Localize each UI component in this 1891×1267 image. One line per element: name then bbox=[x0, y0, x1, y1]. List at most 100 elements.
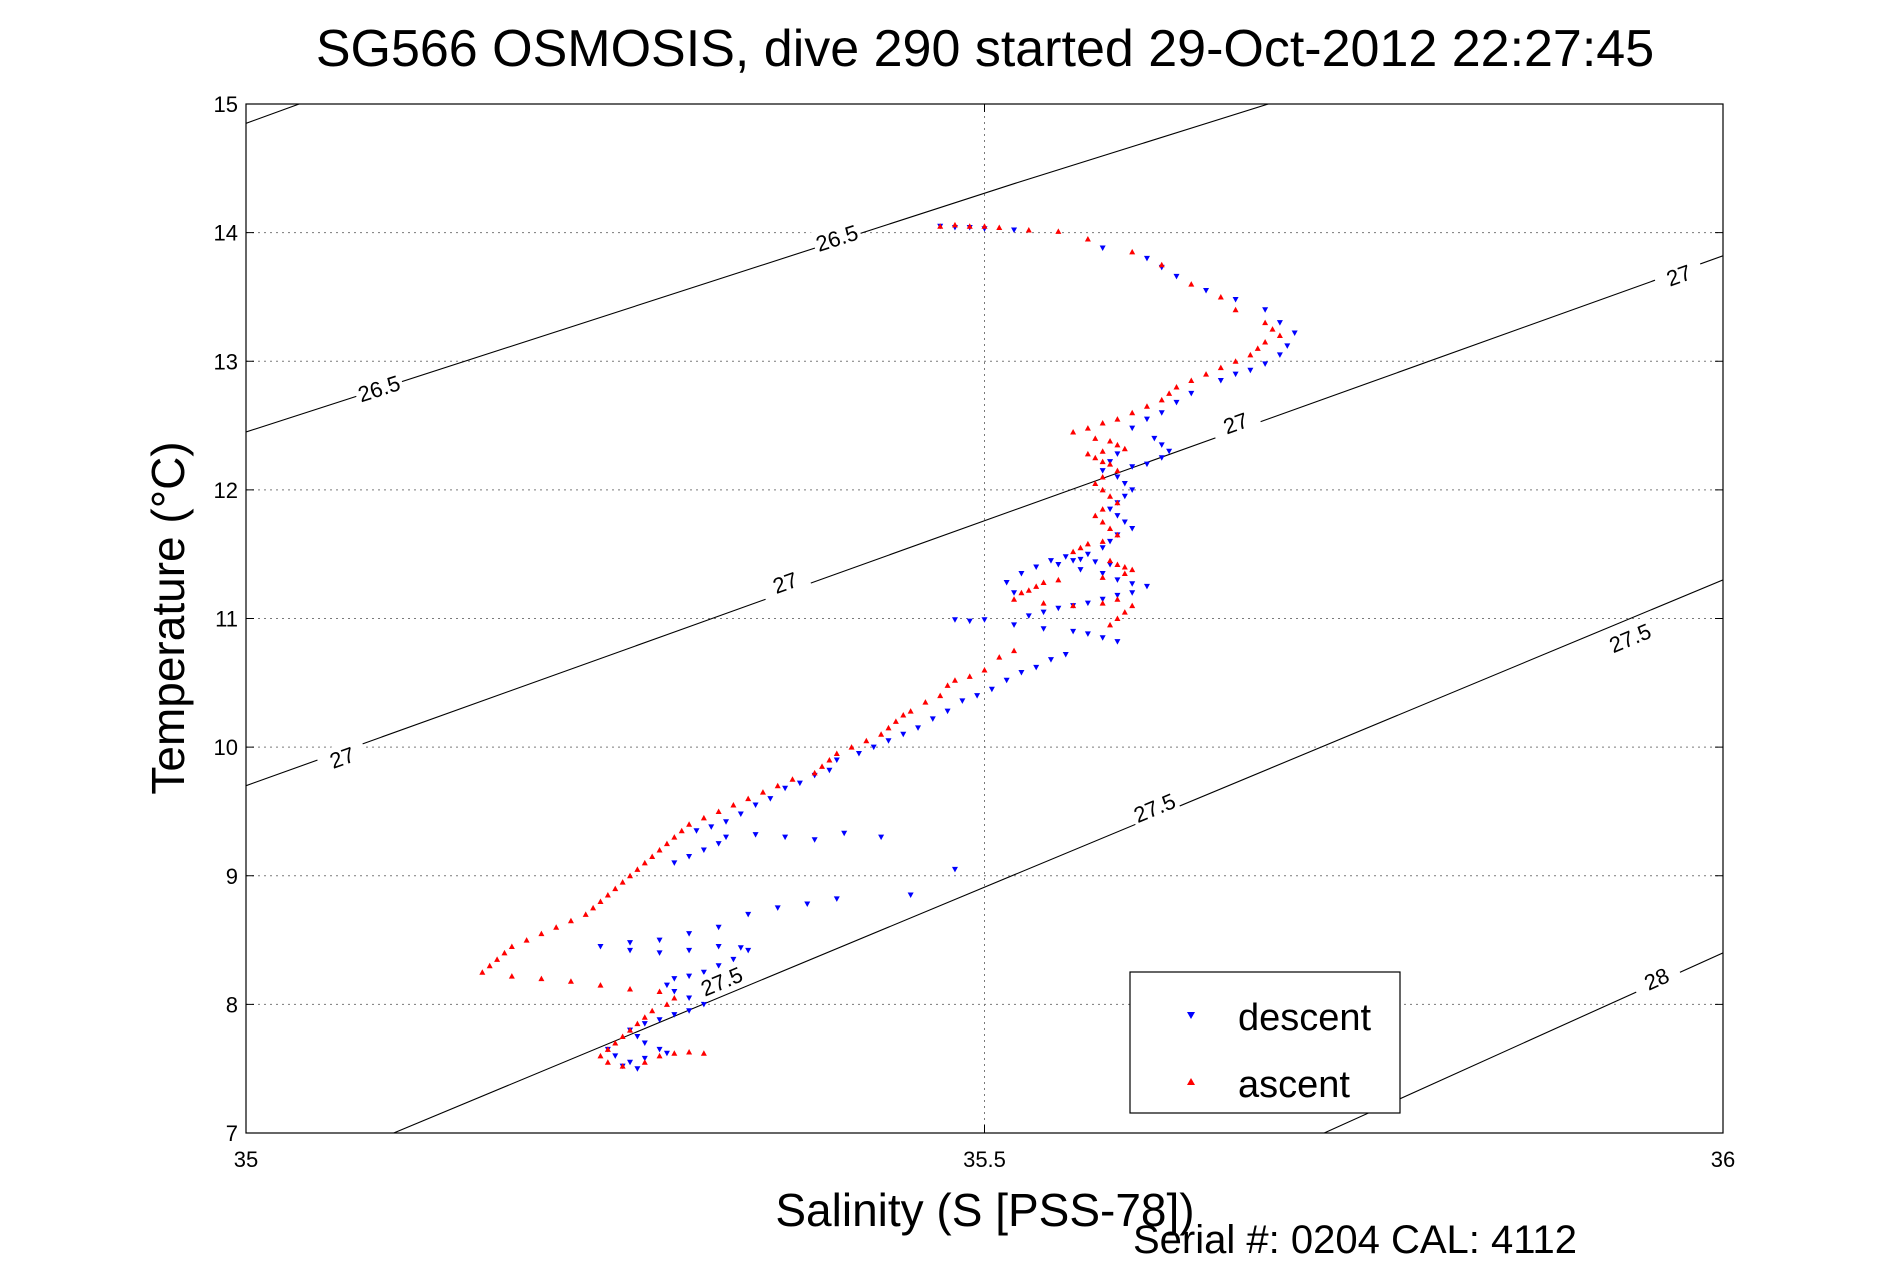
point-ascent bbox=[1084, 540, 1091, 547]
isopycnal-label-bg bbox=[758, 562, 813, 603]
point-ascent bbox=[641, 859, 648, 866]
point-descent bbox=[752, 802, 759, 809]
point-ascent bbox=[486, 962, 493, 969]
point-ascent bbox=[1129, 602, 1136, 609]
point-descent bbox=[1033, 664, 1040, 671]
point-ascent bbox=[1092, 454, 1099, 461]
point-descent bbox=[1077, 567, 1084, 573]
point-descent bbox=[1173, 399, 1180, 406]
point-ascent bbox=[892, 718, 899, 724]
point-ascent bbox=[641, 1059, 648, 1065]
y-tick-label: 10 bbox=[214, 735, 238, 760]
point-descent bbox=[671, 860, 678, 866]
point-descent bbox=[1129, 425, 1136, 432]
point-ascent bbox=[494, 956, 501, 962]
point-ascent bbox=[745, 795, 752, 802]
point-ascent bbox=[1121, 564, 1128, 570]
point-ascent bbox=[501, 949, 508, 956]
point-descent bbox=[1107, 561, 1114, 568]
point-descent bbox=[1232, 371, 1239, 378]
point-descent bbox=[641, 1055, 648, 1062]
point-descent bbox=[656, 937, 663, 944]
legend-label-descent: descent bbox=[1238, 997, 1372, 1039]
point-descent bbox=[1099, 468, 1106, 474]
isopycnal-label: 27 bbox=[1651, 254, 1706, 296]
point-ascent bbox=[1092, 480, 1099, 486]
point-ascent bbox=[937, 692, 944, 699]
point-ascent bbox=[567, 978, 574, 984]
point-descent bbox=[627, 940, 634, 946]
point-descent bbox=[723, 819, 730, 825]
point-ascent bbox=[634, 866, 641, 872]
point-ascent bbox=[678, 827, 685, 834]
point-descent bbox=[900, 731, 907, 738]
point-descent bbox=[1018, 570, 1025, 577]
point-ascent bbox=[981, 223, 988, 229]
point-descent bbox=[907, 892, 914, 899]
isopycnal-label: 27.5 bbox=[1602, 616, 1658, 660]
point-descent bbox=[1047, 558, 1054, 564]
point-descent bbox=[1114, 451, 1121, 457]
point-ascent bbox=[508, 973, 515, 979]
point-ascent bbox=[1070, 428, 1077, 435]
point-descent bbox=[782, 834, 789, 841]
point-descent bbox=[1018, 670, 1025, 676]
y-tick-label: 12 bbox=[214, 478, 238, 503]
isopycnal-line-2 bbox=[246, 255, 1723, 787]
point-descent bbox=[686, 1008, 693, 1014]
isopycnal-label-text: 27.5 bbox=[1130, 788, 1179, 828]
point-ascent bbox=[1188, 377, 1195, 384]
point-descent bbox=[1158, 455, 1165, 461]
grid-lines bbox=[246, 104, 1723, 1133]
point-descent bbox=[656, 1017, 663, 1023]
point-descent bbox=[878, 834, 885, 841]
point-ascent bbox=[656, 1052, 663, 1059]
point-descent bbox=[641, 1040, 648, 1046]
point-descent bbox=[686, 853, 693, 860]
point-descent bbox=[966, 618, 973, 625]
point-ascent bbox=[730, 802, 737, 808]
point-descent bbox=[1284, 343, 1291, 349]
point-descent bbox=[1107, 506, 1114, 513]
point-ascent bbox=[1070, 548, 1077, 555]
point-ascent bbox=[1077, 544, 1084, 551]
point-descent bbox=[715, 963, 722, 969]
point-ascent bbox=[789, 776, 796, 782]
isopycnal-label: 27.5 bbox=[1127, 786, 1182, 829]
isopycnal-label-text: 26.5 bbox=[355, 370, 403, 407]
point-ascent bbox=[1107, 493, 1114, 499]
point-ascent bbox=[996, 654, 1003, 660]
point-descent bbox=[1040, 626, 1047, 632]
point-ascent bbox=[671, 994, 678, 1001]
isopycnal-line-0 bbox=[246, 104, 300, 124]
point-descent bbox=[700, 1001, 707, 1008]
point-ascent bbox=[966, 223, 973, 229]
point-descent bbox=[686, 947, 693, 954]
point-ascent bbox=[604, 1059, 611, 1065]
point-descent bbox=[951, 866, 958, 873]
point-ascent bbox=[1018, 589, 1025, 596]
point-descent bbox=[708, 824, 715, 830]
point-ascent bbox=[1099, 506, 1106, 512]
point-ascent bbox=[1092, 435, 1099, 441]
point-ascent bbox=[582, 911, 589, 917]
point-descent bbox=[1129, 525, 1136, 532]
point-ascent bbox=[878, 731, 885, 737]
point-ascent bbox=[567, 917, 574, 924]
point-descent bbox=[1055, 605, 1062, 612]
point-descent bbox=[1217, 378, 1224, 384]
point-descent bbox=[870, 744, 877, 751]
point-ascent bbox=[966, 673, 973, 679]
isopycnal-label-bg bbox=[1127, 786, 1182, 829]
point-ascent bbox=[848, 744, 855, 750]
point-ascent bbox=[1055, 576, 1062, 583]
point-descent bbox=[1040, 609, 1047, 616]
point-descent bbox=[811, 837, 818, 843]
point-ascent bbox=[811, 769, 818, 776]
data-points bbox=[479, 221, 1298, 1072]
point-ascent bbox=[1114, 499, 1121, 506]
point-descent bbox=[730, 956, 737, 963]
point-descent bbox=[1011, 622, 1018, 628]
point-ascent bbox=[686, 1048, 693, 1055]
